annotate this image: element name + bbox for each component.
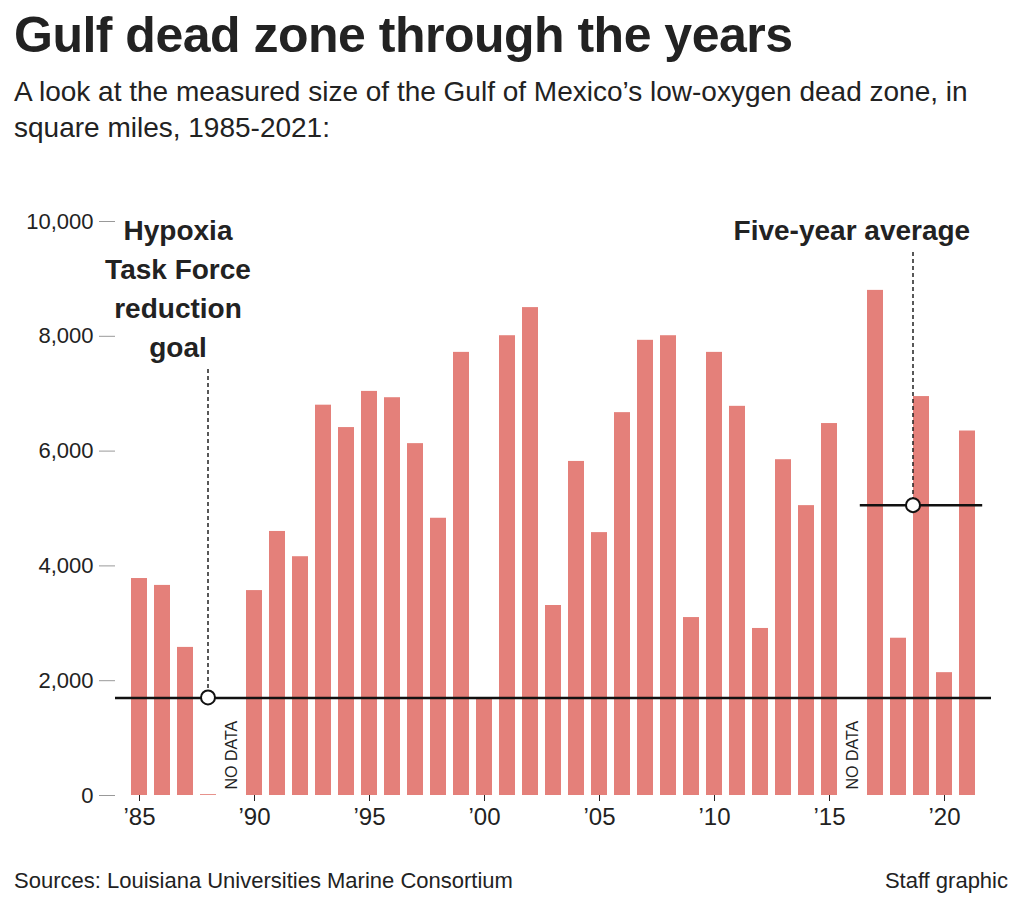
svg-text:0: 0 xyxy=(81,783,93,808)
html-text:Sources: Louisiana Universitie: Sources: Louisiana Universities Marine C… xyxy=(14,868,513,893)
svg-text:’85: ’85 xyxy=(123,803,155,830)
svg-text:8,000: 8,000 xyxy=(38,323,93,348)
svg-text:Five-year average: Five-year average xyxy=(734,215,971,246)
html-text:A look at the measured size of: A look at the measured size of the Gulf … xyxy=(14,76,968,143)
svg-text:HypoxiaTask Forcereductiongoal: HypoxiaTask Forcereductiongoal xyxy=(105,215,251,363)
svg-text:’95: ’95 xyxy=(353,803,385,830)
svg-text:’90: ’90 xyxy=(238,803,270,830)
svg-text:’00: ’00 xyxy=(468,803,500,830)
svg-text:10,000: 10,000 xyxy=(26,209,93,234)
svg-text:4,000: 4,000 xyxy=(38,553,93,578)
html-text:Staff graphic: Staff graphic xyxy=(884,868,1008,893)
svg-text:’05: ’05 xyxy=(583,803,615,830)
svg-text:’10: ’10 xyxy=(698,803,730,830)
html-text:Gulf dead zone through the yea: Gulf dead zone through the years xyxy=(14,7,793,63)
svg-text:NO DATA: NO DATA xyxy=(223,720,240,789)
svg-text:NO DATA: NO DATA xyxy=(844,720,861,789)
svg-text:6,000: 6,000 xyxy=(38,438,93,463)
svg-text:’15: ’15 xyxy=(813,803,845,830)
svg-text:’20: ’20 xyxy=(928,803,960,830)
svg-text:2,000: 2,000 xyxy=(38,668,93,693)
